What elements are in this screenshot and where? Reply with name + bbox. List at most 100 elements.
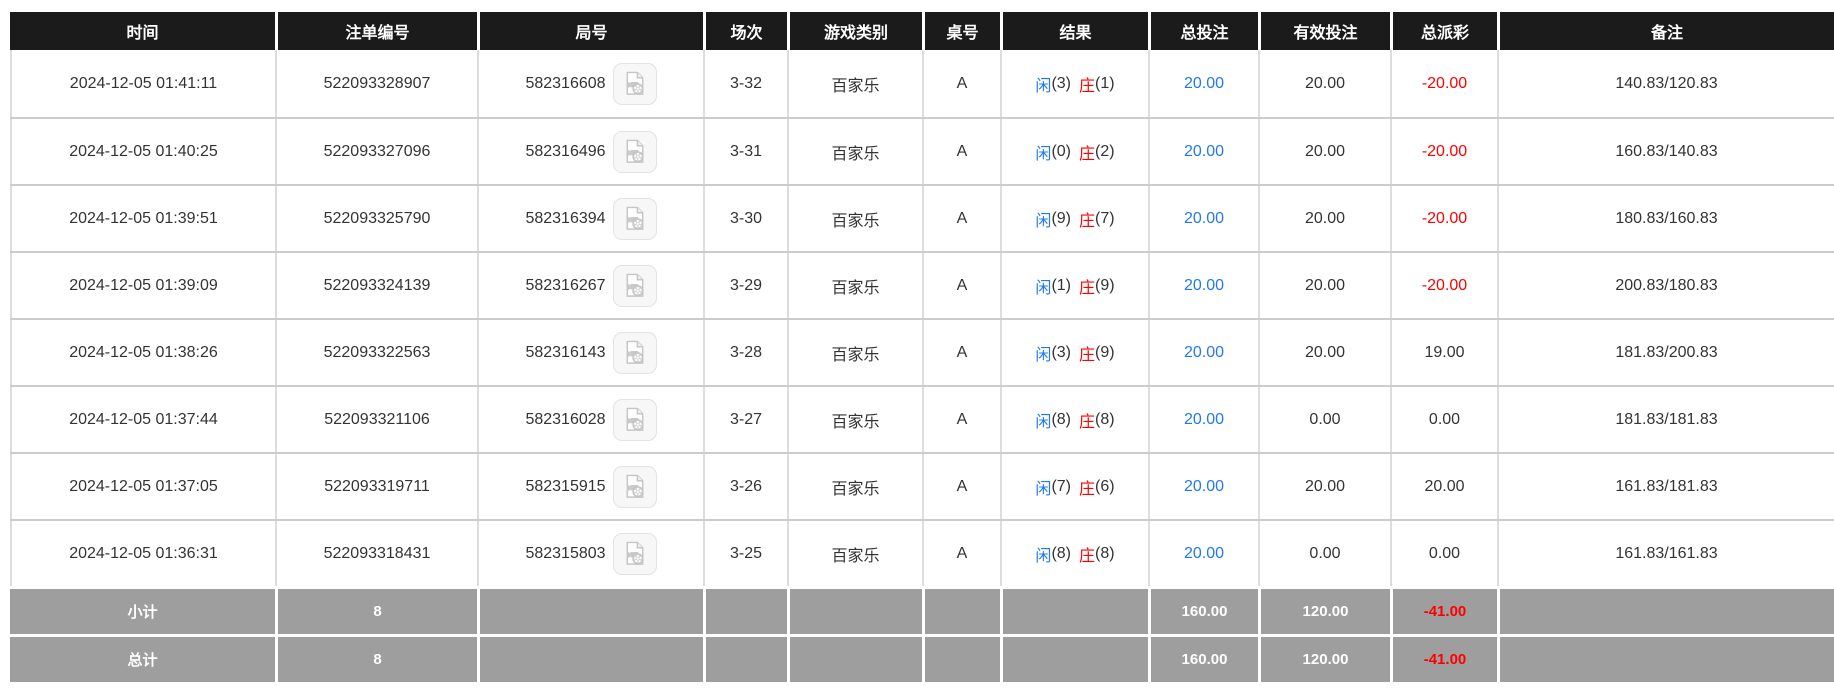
- column-header-label: 备注: [1650, 25, 1683, 42]
- table-no-value: A: [956, 410, 968, 428]
- cell-game-type: 百家乐: [787, 320, 922, 385]
- cell-result: 闲 (0) 庄 (2): [1000, 119, 1148, 184]
- summary-empty-cell: [703, 589, 787, 634]
- bet-id-value: 522093324139: [323, 276, 431, 294]
- cell-total-bet: 20.00: [1148, 50, 1258, 117]
- summary-count-cell: 8: [275, 637, 477, 682]
- summary-empty-cell: [1000, 589, 1148, 634]
- result-banker-label: 庄: [1079, 145, 1096, 163]
- session-value: 3-27: [729, 410, 763, 428]
- cell-session: 3-26: [703, 454, 787, 519]
- column-header-game_type: 游戏类别: [787, 12, 922, 50]
- cell-round-id: 582316028: [477, 387, 703, 452]
- table-no-value: A: [956, 74, 968, 92]
- game-type-value: 百家乐: [831, 77, 880, 95]
- time-value: 2024-12-05 01:37:05: [69, 477, 218, 495]
- video-file-icon: [626, 206, 644, 230]
- round-id-value: 582316143: [525, 343, 606, 361]
- video-replay-button[interactable]: [612, 331, 657, 374]
- result-banker-score: (9): [1095, 276, 1115, 294]
- cell-total-payout: -20.00: [1390, 253, 1497, 318]
- column-header-label: 场次: [730, 25, 763, 42]
- game-type-value: 百家乐: [831, 279, 880, 297]
- total-bet-value: 20.00: [1183, 209, 1225, 227]
- cell-valid-bet: 20.00: [1258, 186, 1390, 251]
- valid-bet-value: 20.00: [1304, 209, 1346, 227]
- summary-total-bet: 160.00: [1181, 603, 1228, 620]
- summary-count: 8: [373, 603, 382, 620]
- cell-session: 3-30: [703, 186, 787, 251]
- round-id-value: 582316394: [525, 209, 606, 227]
- bet-id-value: 522093327096: [323, 142, 431, 160]
- total-bet-value: 20.00: [1183, 544, 1225, 562]
- cell-total-payout: 19.00: [1390, 320, 1497, 385]
- cell-remark: 140.83/120.83: [1497, 50, 1834, 117]
- summary-empty-cell: [787, 589, 922, 634]
- cell-valid-bet: 20.00: [1258, 253, 1390, 318]
- cell-total-bet: 20.00: [1148, 253, 1258, 318]
- video-replay-button[interactable]: [612, 465, 657, 508]
- cell-total-payout: 0.00: [1390, 521, 1497, 586]
- column-header-result: 结果: [1000, 12, 1148, 50]
- cell-remark: 200.83/180.83: [1497, 253, 1834, 318]
- bet-id-value: 522093328907: [323, 74, 431, 92]
- result-player-label: 闲: [1035, 413, 1052, 431]
- video-replay-button[interactable]: [612, 130, 657, 173]
- video-file-icon: [626, 139, 644, 163]
- column-header-label: 游戏类别: [823, 25, 888, 42]
- bet-id-value: 522093325790: [323, 209, 431, 227]
- cell-table-no: A: [922, 119, 1000, 184]
- bet-id-value: 522093322563: [323, 343, 431, 361]
- video-replay-button[interactable]: [612, 532, 657, 575]
- cell-result: 闲 (8) 庄 (8): [1000, 387, 1148, 452]
- cell-time: 2024-12-05 01:39:51: [10, 186, 275, 251]
- total-bet-value: 20.00: [1183, 410, 1225, 428]
- cell-game-type: 百家乐: [787, 521, 922, 586]
- result-banker-label: 庄: [1079, 413, 1096, 431]
- cell-time: 2024-12-05 01:39:09: [10, 253, 275, 318]
- video-replay-button[interactable]: [612, 62, 657, 105]
- video-replay-button[interactable]: [612, 197, 657, 240]
- cell-game-type: 百家乐: [787, 186, 922, 251]
- summary-count: 8: [373, 651, 382, 668]
- bet-records-table: 时间 注单编号 局号 场次 游戏类别 桌号 结果 总投注 有效投注 总派彩 备注…: [10, 12, 1834, 682]
- cell-result: 闲 (1) 庄 (9): [1000, 253, 1148, 318]
- cell-valid-bet: 20.00: [1258, 454, 1390, 519]
- video-replay-button[interactable]: [612, 264, 657, 307]
- total-payout-value: 20.00: [1424, 477, 1465, 495]
- cell-total-payout: -20.00: [1390, 50, 1497, 117]
- column-header-label: 结果: [1059, 25, 1092, 42]
- result-player-label: 闲: [1035, 279, 1052, 297]
- cell-result: 闲 (3) 庄 (9): [1000, 320, 1148, 385]
- column-header-total_bet: 总投注: [1148, 12, 1258, 50]
- table-row: 2024-12-05 01:41:11 522093328907 5823166…: [10, 50, 1834, 117]
- cell-bet-id: 522093325790: [275, 186, 477, 251]
- summary-valid-bet: 120.00: [1302, 651, 1349, 668]
- remark-value: 181.83/200.83: [1615, 343, 1718, 361]
- cell-table-no: A: [922, 320, 1000, 385]
- summary-empty-cell: [787, 637, 922, 682]
- cell-total-bet: 20.00: [1148, 387, 1258, 452]
- valid-bet-value: 0.00: [1309, 544, 1341, 562]
- cell-time: 2024-12-05 01:41:11: [10, 50, 275, 117]
- column-header-label: 桌号: [946, 25, 979, 42]
- summary-total-bet-cell: 160.00: [1148, 637, 1258, 682]
- cell-total-bet: 20.00: [1148, 186, 1258, 251]
- game-type-value: 百家乐: [831, 212, 880, 230]
- cell-result: 闲 (8) 庄 (8): [1000, 521, 1148, 586]
- summary-total-bet: 160.00: [1181, 651, 1228, 668]
- summary-row: 小计 8 160.00 120.00 -41.00: [10, 589, 1834, 634]
- cell-bet-id: 522093327096: [275, 119, 477, 184]
- valid-bet-value: 20.00: [1304, 276, 1346, 294]
- video-file-icon: [626, 407, 644, 431]
- result-banker-score: (2): [1095, 142, 1115, 160]
- result-banker-label: 庄: [1079, 212, 1096, 230]
- remark-value: 140.83/120.83: [1615, 74, 1718, 92]
- valid-bet-value: 20.00: [1304, 343, 1346, 361]
- result-player-label: 闲: [1035, 212, 1052, 230]
- valid-bet-value: 20.00: [1304, 142, 1346, 160]
- video-replay-button[interactable]: [612, 398, 657, 441]
- table-row: 2024-12-05 01:37:05 522093319711 5823159…: [10, 452, 1834, 519]
- session-value: 3-31: [729, 142, 763, 160]
- time-value: 2024-12-05 01:37:44: [69, 410, 218, 428]
